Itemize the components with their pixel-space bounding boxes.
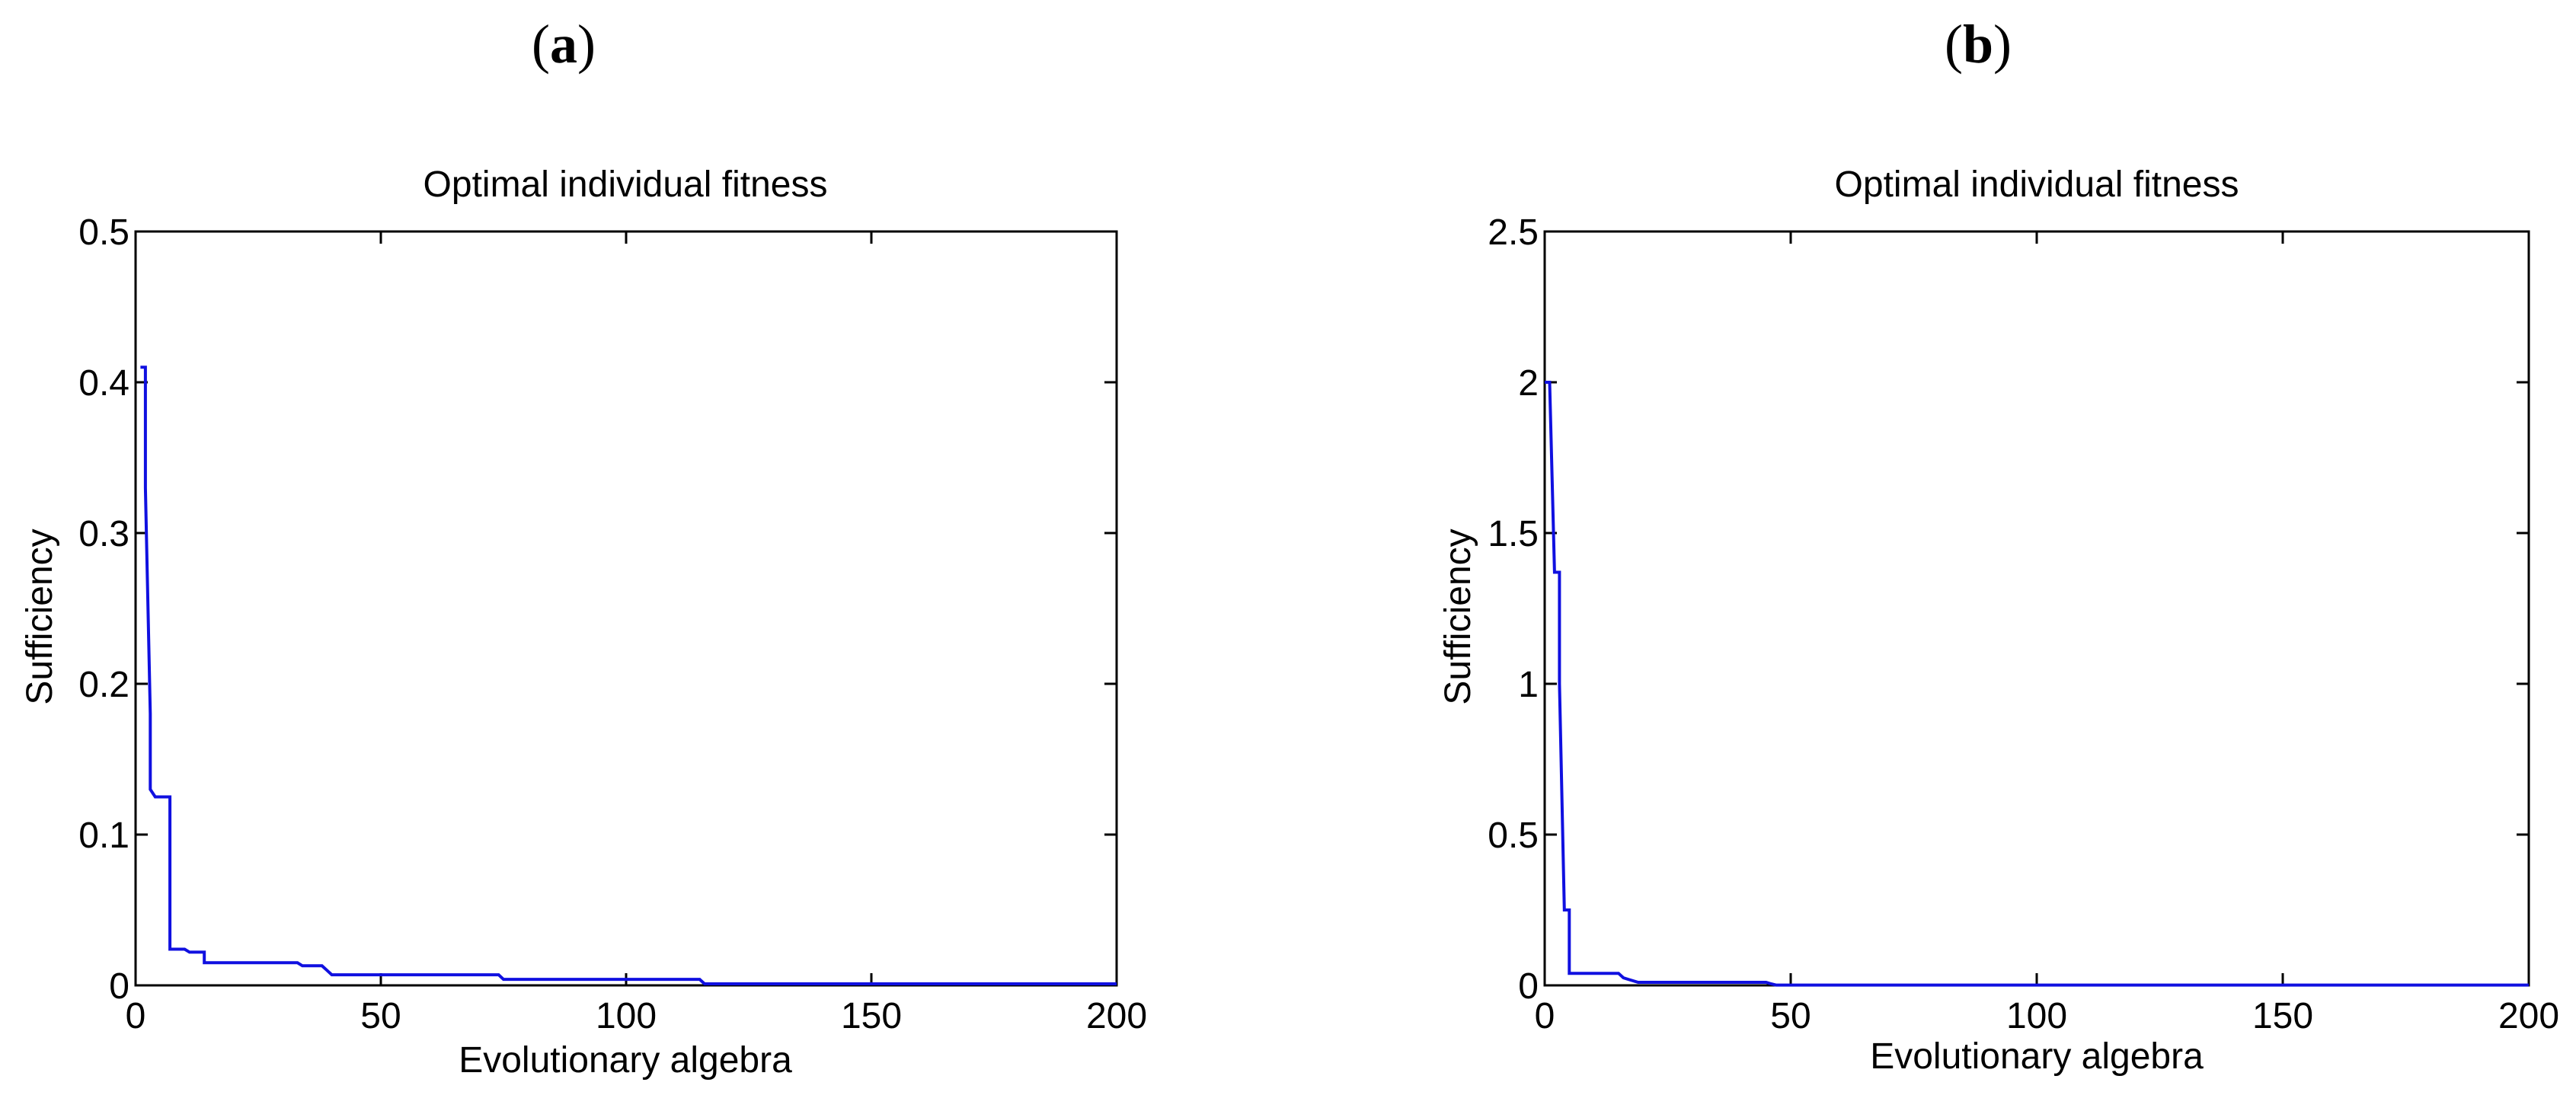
chart-b-ytick-label: 0 <box>1518 966 1539 1007</box>
chart-b-xtick-label: 0 <box>1535 996 1555 1036</box>
chart-a-ytick-label: 0.1 <box>78 816 129 856</box>
chart-a-xtick-label: 50 <box>360 996 401 1036</box>
chart-b-xlabel: Evolutionary algebra <box>1870 1036 2204 1077</box>
chart-b-xtick-label: 150 <box>2252 996 2313 1036</box>
chart-b-ytick-label: 2 <box>1518 363 1539 404</box>
chart-b-x-ticks: 0 50 100 150 200 <box>1535 231 2559 1036</box>
chart-a-series-group <box>140 366 1117 985</box>
chart-a-xtick-label: 0 <box>126 996 146 1036</box>
chart-b-axes-box <box>1543 230 2530 987</box>
chart-a-xtick-label: 100 <box>596 996 657 1036</box>
chart-a-ytick-label: 0.5 <box>78 212 129 253</box>
chart-b: Optimal individual fitness Evolutionary … <box>1438 164 2559 1077</box>
chart-a-axes-box <box>134 230 1118 987</box>
chart-b-ylabel: Sufficiency <box>1438 528 1478 704</box>
chart-a-y-ticks: 0 0.1 0.2 0.3 0.4 0.5 <box>78 212 1117 1007</box>
panel-label-b: (b) <box>1945 14 2012 75</box>
chart-b-xtick-label: 50 <box>1770 996 1811 1036</box>
chart-a-x-ticks: 0 50 100 150 200 <box>126 231 1147 1036</box>
chart-b-y-ticks: 0 0.5 1 1.5 2 2.5 <box>1488 212 2529 1007</box>
chart-a-title: Optimal individual fitness <box>423 164 828 205</box>
chart-a-xtick-label: 150 <box>841 996 902 1036</box>
chart-b-ytick-label: 1.5 <box>1488 514 1539 554</box>
chart-a-xtick-label: 200 <box>1086 996 1147 1036</box>
panel-label-a: (a) <box>532 14 596 75</box>
chart-b-xtick-label: 200 <box>2498 996 2559 1036</box>
chart-a: Optimal individual fitness Evolutionary … <box>20 164 1147 1081</box>
chart-b-series-group <box>1545 381 2529 987</box>
chart-b-series-line <box>1545 381 2529 987</box>
chart-b-title: Optimal individual fitness <box>1835 164 2239 205</box>
chart-a-ytick-label: 0.3 <box>78 514 129 554</box>
chart-a-xlabel: Evolutionary algebra <box>459 1040 792 1081</box>
chart-a-ytick-label: 0.4 <box>78 363 129 404</box>
chart-b-ytick-label: 0.5 <box>1488 816 1539 856</box>
chart-b-ytick-label: 1 <box>1518 665 1539 705</box>
chart-b-ytick-label: 2.5 <box>1488 212 1539 253</box>
chart-a-series-line <box>140 366 1117 985</box>
chart-b-xtick-label: 100 <box>2006 996 2067 1036</box>
chart-a-ytick-label: 0 <box>109 966 129 1007</box>
chart-a-ytick-label: 0.2 <box>78 665 129 705</box>
chart-a-ylabel: Sufficiency <box>20 528 60 704</box>
